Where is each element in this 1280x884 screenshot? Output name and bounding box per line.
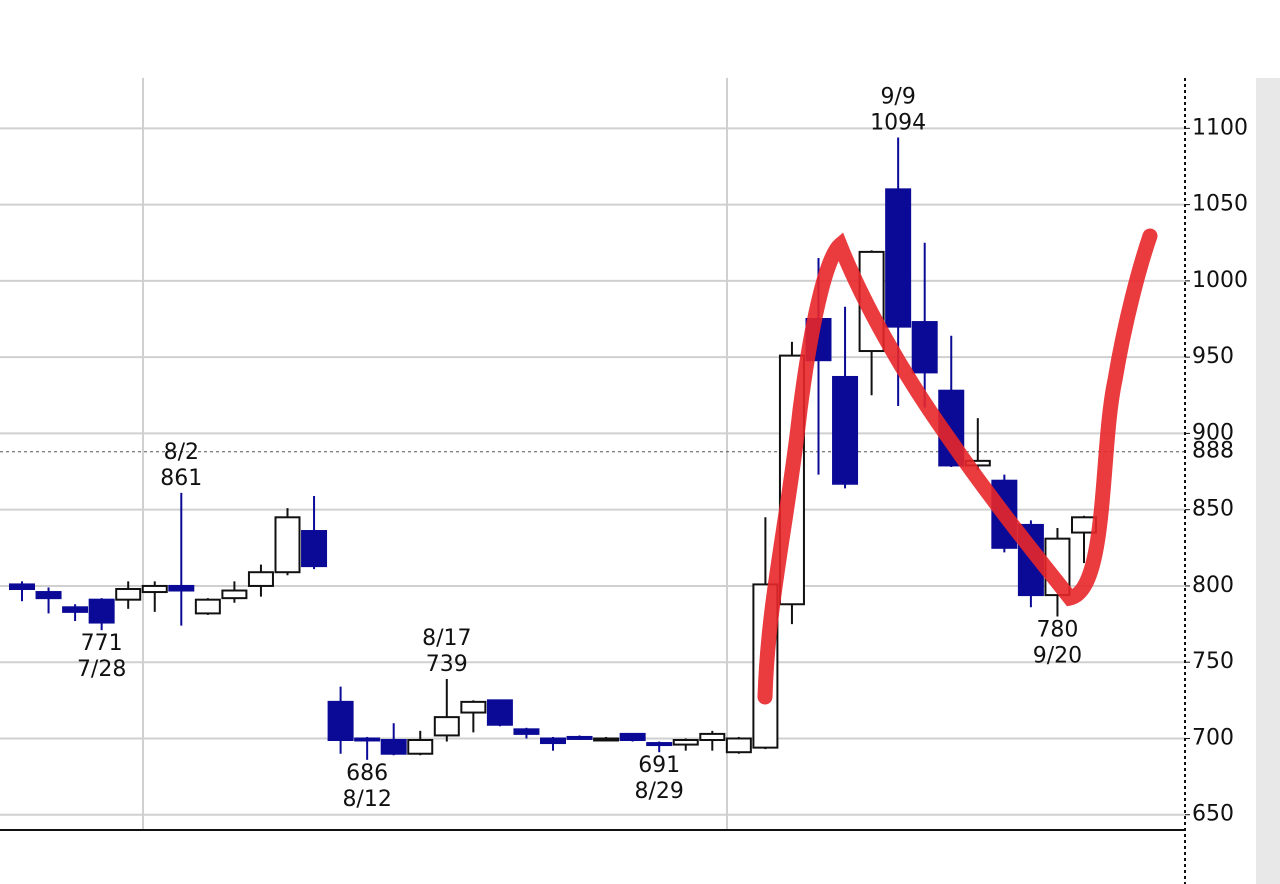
annotation-date: 8/12 bbox=[342, 787, 391, 812]
candle-body bbox=[354, 737, 381, 742]
candle-body bbox=[672, 739, 699, 746]
annotation-value: 780 bbox=[1036, 617, 1078, 642]
candle-body bbox=[646, 742, 673, 747]
annotation-value: 739 bbox=[426, 652, 468, 677]
candle-body bbox=[274, 516, 301, 574]
candle-body bbox=[699, 732, 726, 742]
reference-label: 888 bbox=[1192, 439, 1234, 464]
candle-body bbox=[460, 700, 487, 714]
hand-drawn-stroke bbox=[757, 228, 1158, 705]
candle-body bbox=[115, 587, 142, 601]
y-tick-label: 900 bbox=[1192, 420, 1234, 445]
scrollbar bbox=[1256, 78, 1280, 884]
candle-body bbox=[168, 584, 195, 592]
candle-body bbox=[619, 732, 646, 742]
candle-body bbox=[513, 728, 540, 735]
candle-body bbox=[301, 530, 328, 568]
grid bbox=[0, 127, 1185, 816]
candle-body bbox=[35, 591, 62, 600]
y-tick-label: 1000 bbox=[1192, 268, 1248, 293]
annotation-date: 7/28 bbox=[77, 657, 126, 682]
candle-body bbox=[407, 739, 434, 755]
candle-body bbox=[593, 737, 620, 742]
candle-body bbox=[88, 598, 115, 624]
candle-body bbox=[832, 375, 859, 485]
candle-body bbox=[221, 589, 248, 600]
candle-body bbox=[486, 699, 513, 726]
y-tick-label: 750 bbox=[1192, 649, 1234, 674]
y-tick-label: 650 bbox=[1192, 802, 1234, 827]
candle-body bbox=[566, 735, 593, 740]
candle-body bbox=[725, 737, 752, 754]
candle-body bbox=[62, 606, 89, 613]
candle-body bbox=[911, 321, 938, 374]
y-tick-label: 850 bbox=[1192, 497, 1234, 522]
annotation-value: 771 bbox=[81, 631, 123, 656]
annotation-value: 861 bbox=[160, 466, 202, 491]
annotation-value: 1094 bbox=[870, 110, 926, 135]
y-tick-label: 950 bbox=[1192, 344, 1234, 369]
candle-body bbox=[380, 739, 407, 755]
y-axis-labels: 650 700 750 800 850 900 950 1000 1050 1100 888 bbox=[1185, 115, 1248, 827]
candle-body bbox=[540, 737, 566, 745]
candle-body bbox=[327, 700, 354, 742]
y-tick-label: 1100 bbox=[1192, 115, 1248, 140]
annotation-date: 8/17 bbox=[422, 626, 471, 651]
candle-body bbox=[885, 188, 912, 328]
y-tick-label: 800 bbox=[1192, 573, 1234, 598]
annotation-date: 9/9 bbox=[880, 84, 915, 109]
annotation-date: 9/20 bbox=[1033, 643, 1082, 668]
candle-body bbox=[9, 583, 35, 590]
candle-body bbox=[141, 584, 168, 594]
annotation-value: 686 bbox=[346, 761, 388, 786]
annotation-date: 8/2 bbox=[164, 440, 199, 465]
annotation-date: 8/29 bbox=[634, 779, 683, 804]
candle-body bbox=[194, 598, 221, 615]
y-tick-label: 700 bbox=[1192, 725, 1234, 750]
candle-body bbox=[247, 571, 274, 587]
y-tick-label: 1050 bbox=[1192, 192, 1248, 217]
annotation-value: 691 bbox=[638, 753, 680, 778]
candle-body bbox=[433, 716, 460, 737]
